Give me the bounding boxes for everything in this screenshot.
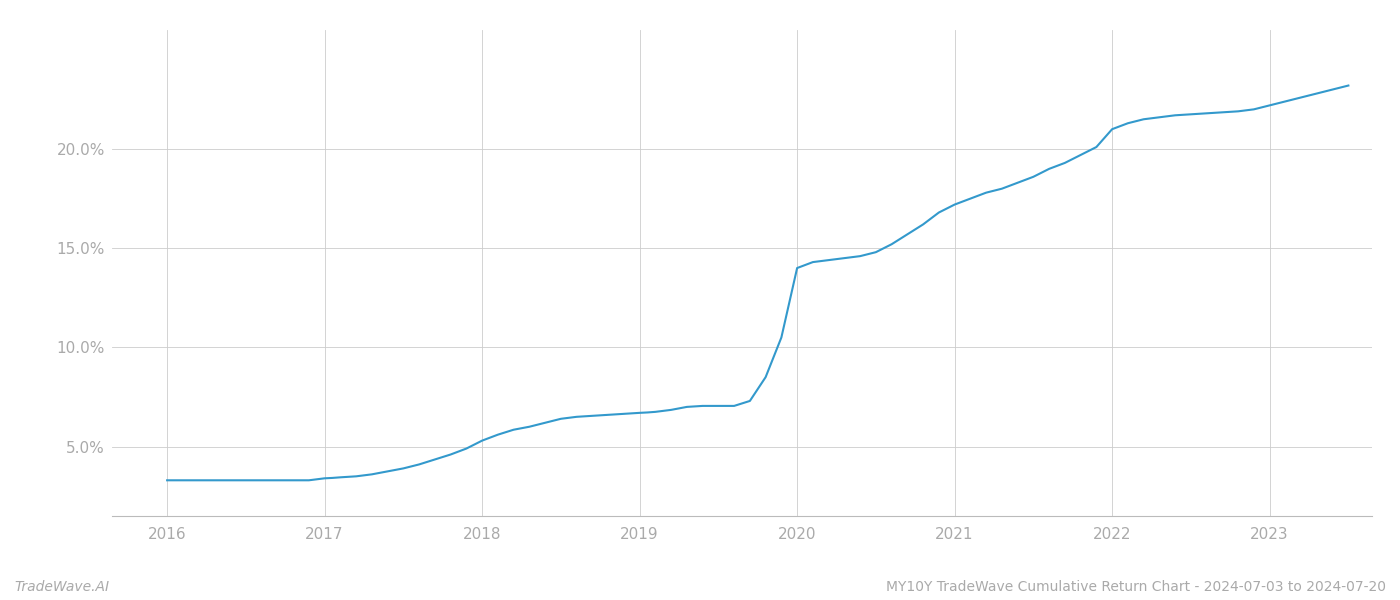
Text: TradeWave.AI: TradeWave.AI — [14, 580, 109, 594]
Text: MY10Y TradeWave Cumulative Return Chart - 2024-07-03 to 2024-07-20: MY10Y TradeWave Cumulative Return Chart … — [886, 580, 1386, 594]
